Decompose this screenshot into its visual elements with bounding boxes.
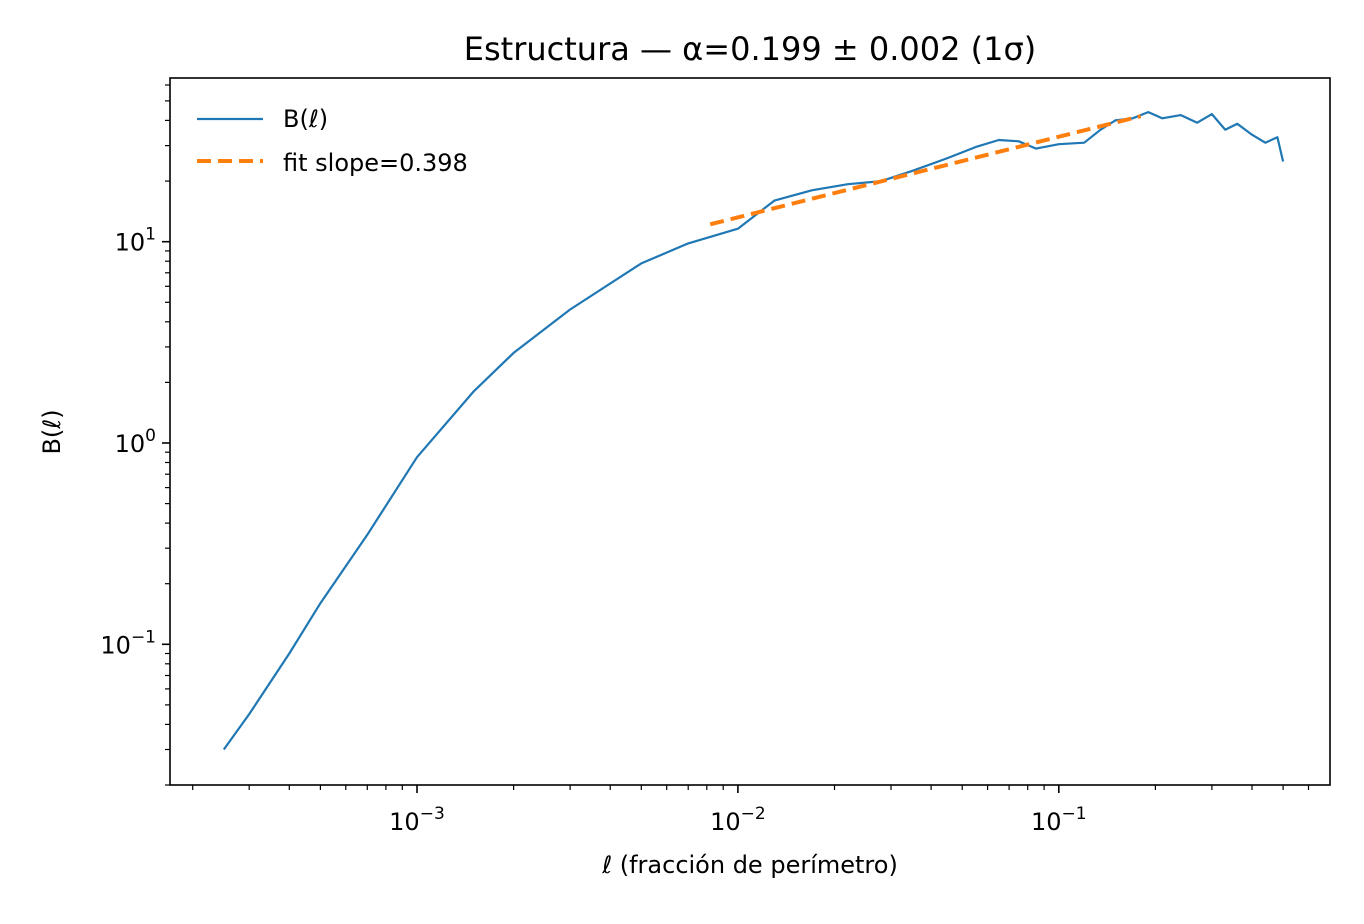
legend-label-series-2: fit slope=0.398: [283, 149, 468, 177]
x-tick-label: 10−1: [1031, 804, 1087, 836]
x-axis: 10−3 10−2 10−1: [192, 785, 1310, 836]
y-tick-label: 101: [115, 225, 156, 257]
y-tick-base: 10: [115, 229, 146, 257]
y-axis-label: B(ℓ): [38, 409, 66, 454]
x-tick-base: 10: [710, 808, 741, 836]
series-line-1: [222, 111, 1285, 751]
legend-label-series-1: B(ℓ): [283, 105, 328, 133]
x-tick-base: 10: [389, 808, 420, 836]
y-tick-label: 100: [115, 426, 156, 458]
y-tick-exponent: −1: [131, 627, 156, 647]
legend: B(ℓ) fit slope=0.398: [197, 105, 468, 177]
x-tick-exponent: −1: [1062, 804, 1087, 824]
x-tick-base: 10: [1031, 808, 1062, 836]
y-tick-exponent: 1: [145, 225, 156, 245]
x-tick-label: 10−3: [389, 804, 445, 836]
y-tick-base: 10: [100, 631, 131, 659]
axes-frame: [169, 77, 1331, 786]
series-layer: [222, 111, 1285, 751]
y-tick-base: 10: [115, 430, 146, 458]
x-tick-exponent: −2: [741, 804, 766, 824]
chart-title: Estructura — α=0.199 ± 0.002 (1σ): [464, 30, 1036, 68]
plot-area: [169, 77, 1331, 786]
x-tick-label: 10−2: [710, 804, 766, 836]
y-tick-label: 10−1: [100, 627, 156, 659]
y-tick-exponent: 0: [145, 426, 156, 446]
x-axis-label: ℓ (fracción de perímetro): [601, 851, 898, 879]
x-tick-exponent: −3: [420, 804, 445, 824]
series-line-2: [709, 114, 1142, 227]
